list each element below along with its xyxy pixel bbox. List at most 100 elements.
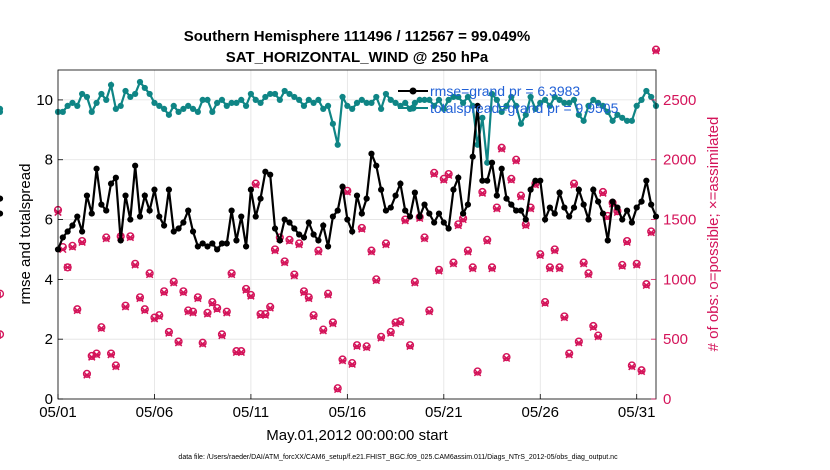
obs-possible-point (111, 361, 120, 370)
rmse-point (204, 243, 211, 250)
obs-assimilated-point (189, 309, 197, 317)
obs-assimilated-point (579, 260, 588, 268)
rmse-point (503, 195, 510, 202)
totalspread-point (88, 108, 95, 115)
rmse-point (397, 180, 404, 187)
obs-assimilated-point (358, 225, 366, 233)
rmse-point (189, 228, 197, 235)
obs-possible-point (0, 330, 5, 339)
obs-assimilated-point (343, 188, 352, 196)
rmse-point (247, 186, 255, 193)
obs-possible-point (439, 174, 448, 183)
rmse-point (416, 213, 423, 220)
obs-assimilated-point (155, 312, 164, 321)
legend-label-totalspread: totalspread=grand pr = 9.9505 (430, 100, 619, 116)
totalspread-point (363, 99, 370, 106)
obs-possible-point (309, 311, 318, 320)
totalspread-point (247, 90, 255, 98)
obs-possible-point (487, 263, 497, 272)
rmse-point (233, 237, 240, 244)
obs-assimilated-point (136, 294, 144, 303)
rmse-point (508, 201, 515, 208)
obs-possible-point (140, 305, 149, 314)
totalspread-point (566, 99, 573, 106)
obs-assimilated-point (223, 309, 231, 317)
obs-possible-point (478, 187, 487, 197)
obs-possible-point (270, 245, 280, 254)
rmse-point (180, 219, 187, 226)
rmse-point (175, 225, 182, 232)
totalspread-point (296, 96, 303, 104)
rmse-point (281, 216, 288, 223)
rmse-point (310, 231, 317, 238)
totalspread-point (136, 78, 144, 86)
obs-possible-point (434, 265, 444, 274)
totalspread-point (440, 105, 447, 112)
totalspread-point (595, 99, 602, 106)
obs-assimilated-point (251, 181, 260, 189)
totalspread-point (276, 96, 283, 104)
obs-possible-point (381, 239, 391, 248)
obs-possible-point (106, 349, 116, 358)
rmse-point (619, 216, 626, 223)
totalspread-point (93, 99, 100, 106)
obs-assimilated-point (348, 360, 356, 369)
rmse-point (575, 186, 582, 193)
obs-assimilated-point (145, 270, 154, 279)
rmse-point (122, 192, 129, 199)
obs-assimilated-point (112, 362, 120, 371)
totalspread-point (575, 111, 582, 118)
obs-possible-point (217, 330, 227, 339)
totalspread-point (411, 99, 418, 106)
rmse-point (532, 177, 539, 184)
plot-frame (57, 69, 657, 400)
obs-possible-point (569, 179, 579, 188)
obs-assimilated-point (102, 234, 110, 243)
obs-possible-point (159, 287, 169, 296)
obs-possible-point (169, 277, 178, 286)
rmse-point (358, 210, 365, 217)
obs-assimilated-point (78, 238, 86, 247)
totalspread-point (551, 93, 558, 101)
obs-assimilated-point (367, 248, 376, 256)
obs-assimilated-point (493, 205, 501, 213)
obs-assimilated-point (305, 294, 313, 303)
totalspread-point (570, 96, 578, 104)
totalspread-point (189, 105, 197, 112)
rmse-point (59, 234, 66, 241)
totalspread-point (223, 102, 230, 109)
rmse-point (493, 192, 500, 199)
rmse-point (455, 174, 462, 181)
totalspread-point (300, 102, 308, 109)
totalspread-point (339, 93, 346, 101)
rmse-point (527, 186, 534, 193)
rmse-point (517, 207, 525, 214)
obs-possible-point (68, 241, 77, 250)
rmse-point (599, 210, 607, 217)
y-tick-label: 10 (36, 92, 53, 109)
obs-assimilated-point (97, 324, 106, 333)
x-tick-label: 05/26 (521, 404, 559, 421)
obs-possible-point (97, 323, 106, 332)
plot-series (0, 45, 661, 394)
totalspread-point (199, 96, 206, 104)
totalspread-point (590, 96, 597, 104)
obs-possible-point (333, 384, 342, 393)
rmse-point (643, 177, 650, 184)
totalspread-point (358, 96, 365, 104)
rmse-point (0, 210, 4, 217)
totalspread-point (623, 117, 631, 124)
rmse-point (382, 207, 390, 214)
totalspread-point (315, 96, 322, 104)
x-tick-label: 05/06 (136, 404, 174, 421)
rmse-point (194, 243, 201, 250)
totalspread-point (185, 102, 192, 109)
obs-possible-point (208, 297, 217, 307)
obs-possible-point (651, 45, 661, 54)
totalspread-point (402, 99, 409, 106)
rmse-point (445, 225, 452, 232)
obs-assimilated-point (333, 385, 342, 394)
obs-assimilated-point (594, 333, 602, 341)
obs-possible-point (73, 305, 82, 314)
obs-assimilated-point (628, 362, 636, 371)
